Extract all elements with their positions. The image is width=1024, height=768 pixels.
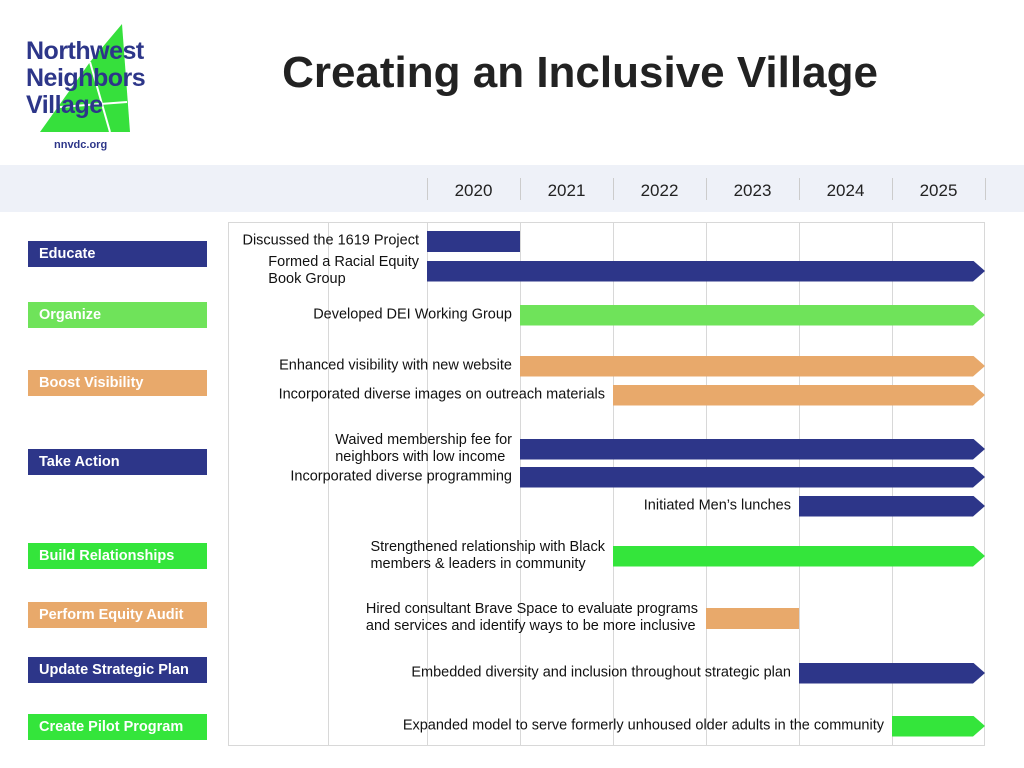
task-bar	[799, 663, 985, 684]
logo-url: nnvdc.org	[54, 139, 108, 151]
task-label: Waived membership fee for neighbors with…	[335, 432, 512, 465]
task-bar	[706, 607, 799, 629]
grid-line	[427, 222, 428, 746]
task-bar	[520, 439, 985, 460]
group-label: Organize	[28, 302, 207, 328]
tick-mark	[427, 178, 428, 200]
task-bar	[520, 356, 985, 377]
tick-mark	[799, 178, 800, 200]
x-tick-label: 2024	[826, 181, 865, 200]
task-label: Expanded model to serve formerly unhouse…	[402, 717, 884, 734]
task-bar	[427, 261, 985, 282]
logo-text: Northwest	[26, 37, 144, 65]
task-label: Hired consultant Brave Space to evaluate…	[365, 601, 698, 634]
task-label: Formed a Racial Equity Book Group	[268, 254, 419, 287]
x-tick-label: 2023	[733, 181, 772, 200]
x-tick-label: 2021	[547, 181, 586, 200]
group-label: Build Relationships	[28, 543, 207, 569]
tick-mark	[985, 178, 986, 200]
grid-line	[328, 222, 329, 746]
group-label: Update Strategic Plan	[28, 657, 207, 683]
task-bar	[520, 467, 985, 488]
task-label: Incorporated diverse images on outreach …	[278, 386, 605, 403]
task-label: Discussed the 1619 Project	[242, 232, 419, 249]
task-label: Strengthened relationship with Black mem…	[370, 539, 605, 572]
task-bar	[427, 230, 520, 252]
task-label: Enhanced visibility with new website	[279, 357, 512, 374]
logo-text: Village	[26, 91, 103, 119]
tick-mark	[706, 178, 707, 200]
task-label: Incorporated diverse programming	[290, 468, 512, 485]
chart-panel	[228, 222, 985, 746]
task-bar	[613, 385, 985, 406]
group-label: Take Action	[28, 449, 207, 475]
task-label: Embedded diversity and inclusion through…	[411, 664, 791, 681]
logo-shape	[40, 24, 130, 133]
group-label: Create Pilot Program	[28, 714, 207, 740]
group-label: Perform Equity Audit	[28, 602, 207, 628]
tick-mark	[892, 178, 893, 200]
group-label: Boost Visibility	[28, 370, 207, 396]
x-tick-label: 2020	[454, 181, 493, 200]
slide-title: Creating an Inclusive Village	[282, 48, 878, 97]
task-label: Developed DEI Working Group	[313, 306, 512, 323]
tick-mark	[520, 178, 521, 200]
task-bar	[892, 716, 985, 737]
task-bar	[613, 546, 985, 567]
logo-text: Neighbors	[26, 64, 146, 92]
x-tick-label: 2025	[919, 181, 958, 200]
task-bar	[520, 305, 985, 326]
x-tick-label: 2022	[640, 181, 679, 200]
task-bar	[799, 496, 985, 517]
group-label: Educate	[28, 241, 207, 267]
task-label: Initiated Men’s lunches	[643, 497, 791, 514]
year-band	[0, 165, 1024, 212]
tick-mark	[613, 178, 614, 200]
